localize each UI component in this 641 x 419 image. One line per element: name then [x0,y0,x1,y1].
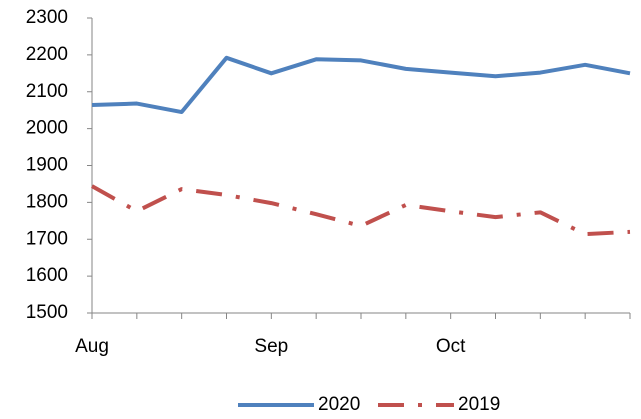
y-tick-label: 1600 [26,265,68,286]
y-tick-label: 1500 [26,302,68,323]
y-tick-label: 2000 [26,118,68,139]
y-tick-label: 1900 [26,155,68,176]
legend-label: 2019 [458,394,500,415]
y-tick-label: 1800 [26,191,68,212]
series-line [91,55,631,115]
y-tick-label: 2200 [26,44,68,65]
x-tick-label: Sep [254,336,288,357]
series-line [91,184,631,237]
x-tick-label: Oct [436,336,466,357]
x-tick-label: Aug [75,336,109,357]
y-tick-label: 1700 [26,228,68,249]
y-tick-label: 2300 [26,7,68,28]
y-tick-label: 2100 [26,81,68,102]
legend-label: 2020 [318,394,360,415]
